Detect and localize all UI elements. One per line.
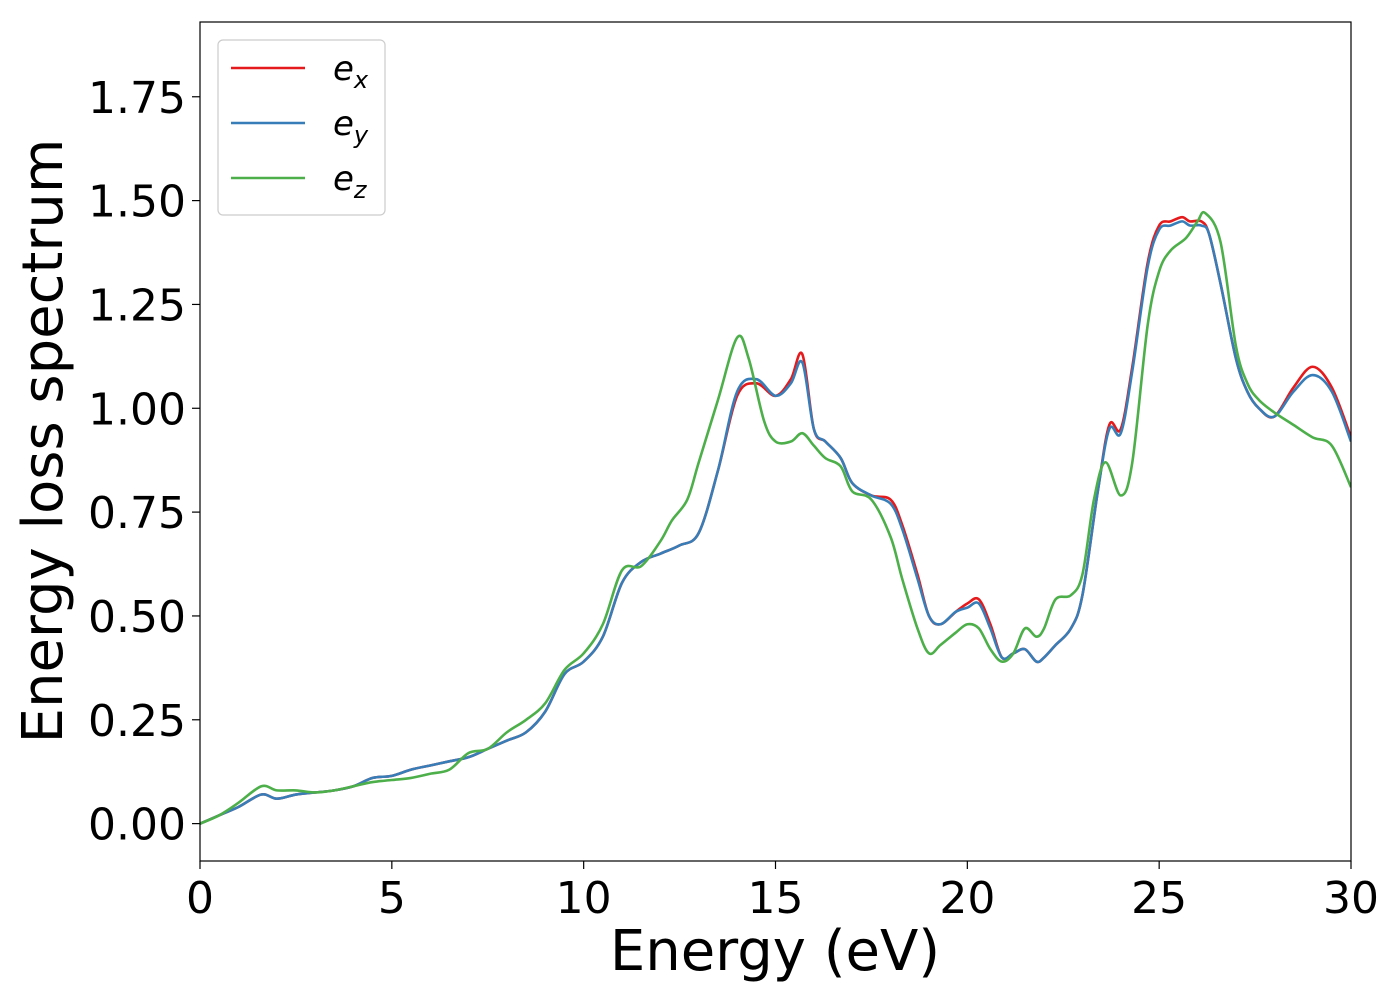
series-line-z <box>200 210 1351 825</box>
y-tick-label: 0.50 <box>88 592 186 643</box>
y-axis: 0.00 0.25 0.50 0.75 1.00 1.25 1.50 1.75 <box>88 73 200 851</box>
x-tick-label: 20 <box>939 873 995 924</box>
y-tick-label: 1.25 <box>88 280 186 331</box>
y-tick-label: 1.75 <box>88 73 186 124</box>
y-tick-label: 1.00 <box>88 384 186 435</box>
y-tick-label: 0.75 <box>88 488 186 539</box>
x-axis: 0 5 10 15 20 25 30 <box>186 861 1379 924</box>
y-tick-label: 1.50 <box>88 177 186 228</box>
x-tick-label: 15 <box>748 873 804 924</box>
legend: ex ey ez <box>217 39 386 216</box>
legend-label-x: ex <box>333 49 369 94</box>
series-layer <box>200 210 1351 825</box>
legend-box <box>217 39 386 216</box>
x-tick-label: 5 <box>378 873 406 924</box>
x-tick-label: 0 <box>186 873 214 924</box>
x-tick-label: 25 <box>1131 873 1187 924</box>
y-tick-label: 0.25 <box>88 696 186 747</box>
legend-label-y: ey <box>333 104 369 149</box>
y-axis-label: Energy loss spectrum <box>11 139 76 744</box>
x-axis-label: Energy (eV) <box>610 919 940 984</box>
x-tick-label: 30 <box>1323 873 1379 924</box>
y-tick-label: 0.00 <box>88 800 186 851</box>
x-tick-label: 10 <box>556 873 612 924</box>
series-line-y <box>200 220 1351 825</box>
legend-label-z: ez <box>333 159 368 204</box>
